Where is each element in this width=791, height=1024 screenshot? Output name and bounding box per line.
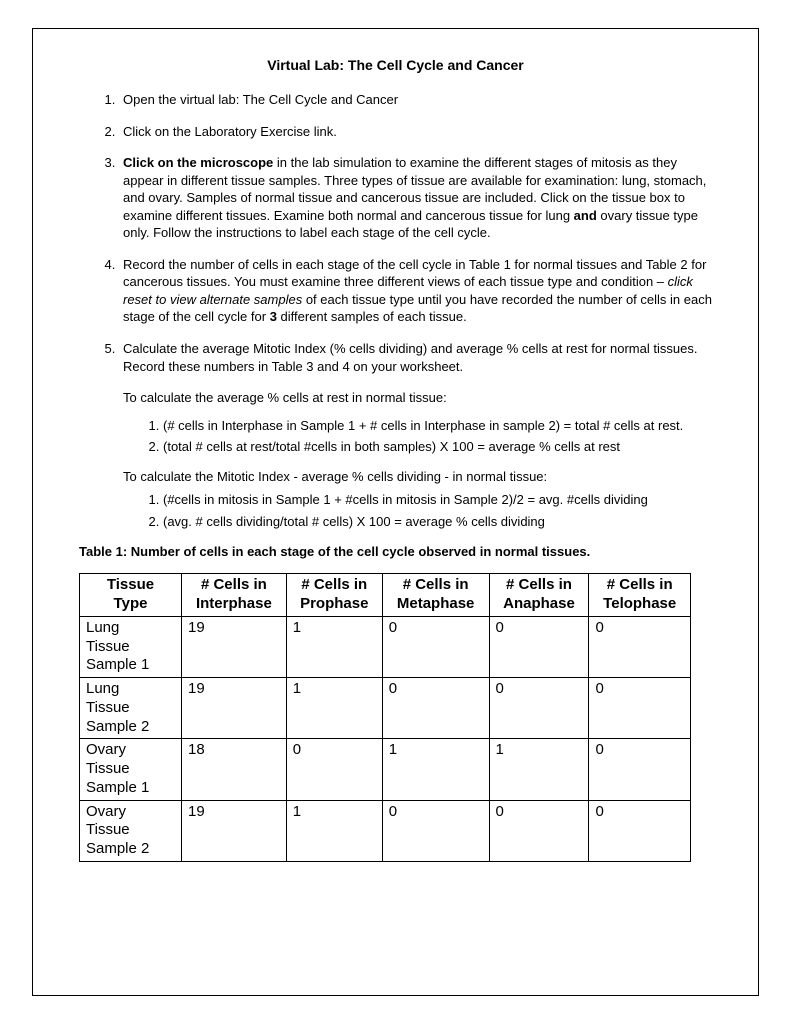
table1-header-row: Tissue Type # Cells in Interphase # Cells … (80, 574, 691, 617)
th-tissue-type: Tissue Type (80, 574, 182, 617)
th-meta-l1: # Cells in (403, 576, 469, 593)
row0-l2: Tissue (86, 638, 130, 655)
th-pro-l2: Prophase (300, 595, 368, 612)
row0-c4: 0 (489, 616, 589, 677)
row1-label: Lung Tissue Sample 2 (80, 678, 182, 739)
row2-c5: 0 (589, 739, 691, 800)
row0-label: Lung TissueSample 1 (80, 616, 182, 677)
th-ana-l1: # Cells in (506, 576, 572, 593)
calc-mi-1: (#cells in mitosis in Sample 1 + #cells … (163, 491, 718, 509)
row2-c3: 1 (382, 739, 489, 800)
row2-l3: Sample 1 (86, 779, 149, 796)
row1-l3: Sample 2 (86, 718, 149, 735)
table-row: Ovary Tissue Sample 1 18 0 1 1 0 (80, 739, 691, 800)
th-metaphase: # Cells in Metaphase (382, 574, 489, 617)
th-inter-l1: # Cells in (201, 576, 267, 593)
table1-body: LungTissueSample 1 19 1 0 0 0 LungTissue… (80, 616, 691, 861)
table-row: Lung Tissue Sample 2 19 1 0 0 0 (80, 678, 691, 739)
th-interphase: # Cells in Interphase (182, 574, 287, 617)
th-pro-l1: # Cells in (301, 576, 367, 593)
row2-l1: Ovary (86, 741, 126, 758)
calc-mi-1-text: (#cells in mitosis in Sample 1 + #cells … (163, 492, 648, 507)
th-ana-l2: Anaphase (503, 595, 575, 612)
row2-c1: 18 (182, 739, 287, 800)
step-4: Record the number of cells in each stage… (119, 256, 718, 326)
calc-mi-list: (#cells in mitosis in Sample 1 + #cells … (123, 491, 718, 530)
table1: Tissue Type # Cells in Interphase # Cells … (79, 573, 691, 862)
table-row: Lung TissueSample 1 19 1 0 0 0 (80, 616, 691, 677)
row1-c3: 0 (382, 678, 489, 739)
th-tissue-l2: Type (114, 595, 148, 612)
step-3-and: and (574, 208, 597, 223)
row3-c4: 0 (489, 800, 589, 861)
row1-c4: 0 (489, 678, 589, 739)
th-telophase: # Cells in Telophase (589, 574, 691, 617)
step-4-bold: 3 (270, 309, 277, 324)
row0-c3: 0 (382, 616, 489, 677)
instruction-list: Open the virtual lab: The Cell Cycle and… (73, 91, 718, 530)
row0-l3: Sample 1 (86, 656, 149, 673)
th-tissue-l1: Tissue (107, 576, 154, 593)
th-prophase: # Cells in Prophase (286, 574, 382, 617)
calc-rest-list: (# cells in Interphase in Sample 1 + # c… (123, 417, 718, 456)
row2-label: Ovary Tissue Sample 1 (80, 739, 182, 800)
step-2: Click on the Laboratory Exercise link. (119, 123, 718, 141)
th-anaphase: # Cells in Anaphase (489, 574, 589, 617)
row3-l1: Ovary (86, 803, 126, 820)
step-5-text: Calculate the average Mitotic Index (% c… (123, 341, 697, 374)
calc-rest-2: (total # cells at rest/total #cells in b… (163, 438, 718, 456)
calc-rest-1-text: (# cells in Interphase in Sample 1 + # c… (163, 418, 683, 433)
doc-title: Virtual Lab: The Cell Cycle and Cancer (73, 57, 718, 73)
row1-c1: 19 (182, 678, 287, 739)
step-4-c: different samples of each tissue. (277, 309, 467, 324)
row2-c4: 1 (489, 739, 589, 800)
page-border: Virtual Lab: The Cell Cycle and Cancer O… (32, 28, 759, 996)
row1-l2: Tissue (86, 699, 130, 716)
step-3: Click on the microscope in the lab simul… (119, 154, 718, 242)
row3-c2: 1 (286, 800, 382, 861)
row2-l2: Tissue (86, 760, 130, 777)
calc-rest-1: (# cells in Interphase in Sample 1 + # c… (163, 417, 718, 435)
row0-c2: 1 (286, 616, 382, 677)
th-inter-l2: Interphase (196, 595, 272, 612)
step-3-bold: Click on the microscope (123, 155, 273, 170)
calc-mi-2: (avg. # cells dividing/total # cells) X … (163, 513, 718, 531)
row2-c2: 0 (286, 739, 382, 800)
row3-l3: Sample 2 (86, 840, 149, 857)
document-page: Virtual Lab: The Cell Cycle and Cancer O… (0, 0, 791, 1024)
row3-c5: 0 (589, 800, 691, 861)
row3-c1: 19 (182, 800, 287, 861)
step-5: Calculate the average Mitotic Index (% c… (119, 340, 718, 530)
row3-label: OvaryTissue Sample 2 (80, 800, 182, 861)
step-1-text: Open the virtual lab: The Cell Cycle and… (123, 92, 398, 107)
th-meta-l2: Metaphase (397, 595, 475, 612)
row0-c1: 19 (182, 616, 287, 677)
row3-l2: Tissue (86, 821, 130, 838)
row1-l1: Lung (86, 680, 119, 697)
calc-rest-2-text: (total # cells at rest/total #cells in b… (163, 439, 620, 454)
row1-c2: 1 (286, 678, 382, 739)
calc-mi-intro: To calculate the Mitotic Index - average… (123, 468, 718, 486)
calc-rest-intro: To calculate the average % cells at rest… (123, 389, 718, 407)
th-telo-l2: Telophase (603, 595, 676, 612)
step-4-a: Record the number of cells in each stage… (123, 257, 706, 290)
th-telo-l1: # Cells in (607, 576, 673, 593)
row1-c5: 0 (589, 678, 691, 739)
row3-c3: 0 (382, 800, 489, 861)
table-row: OvaryTissue Sample 2 19 1 0 0 0 (80, 800, 691, 861)
step-1: Open the virtual lab: The Cell Cycle and… (119, 91, 718, 109)
table1-title: Table 1: Number of cells in each stage o… (79, 544, 718, 559)
row0-c5: 0 (589, 616, 691, 677)
calc-mi-2-text: (avg. # cells dividing/total # cells) X … (163, 514, 545, 529)
step-2-text: Click on the Laboratory Exercise link. (123, 124, 337, 139)
row0-l1: Lung (86, 619, 119, 636)
